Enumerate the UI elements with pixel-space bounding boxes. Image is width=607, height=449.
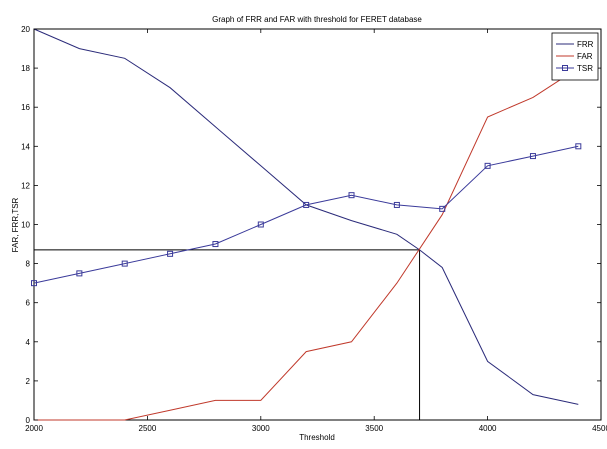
y-tick-label: 4 xyxy=(26,338,31,347)
far-series xyxy=(34,67,579,421)
tsr-point xyxy=(167,250,174,257)
y-tick-label: 14 xyxy=(21,142,30,151)
y-tick-label: 20 xyxy=(21,25,30,34)
x-axis-label: Threshold xyxy=(299,433,335,442)
tsr-point xyxy=(212,241,219,248)
legend: FRR FAR TSR xyxy=(551,32,599,81)
tsr-point xyxy=(76,270,83,277)
reference-lines xyxy=(34,249,421,420)
y-tick-label: 12 xyxy=(21,181,30,190)
tsr-point xyxy=(257,221,264,228)
legend-item-frr: FRR xyxy=(556,40,594,49)
frr-line xyxy=(33,28,579,405)
tsr-point xyxy=(393,201,400,208)
y-tick-label: 0 xyxy=(26,416,31,425)
chart-title: Graph of FRR and FAR with threshold for … xyxy=(212,15,422,24)
y-axis-label: FAR, FRR,TSR xyxy=(11,197,20,252)
tsr-point xyxy=(121,260,128,267)
legend-item-far: FAR xyxy=(556,52,593,61)
tsr-line xyxy=(33,145,579,284)
tsr-point xyxy=(439,205,446,212)
x-tick-label: 2500 xyxy=(139,424,157,433)
legend-label-far: FAR xyxy=(577,52,593,61)
tsr-point xyxy=(303,201,310,208)
legend-marker-tsr xyxy=(562,65,568,71)
far-line xyxy=(34,67,579,421)
x-tick-label: 3000 xyxy=(252,424,270,433)
x-tick-label: 2000 xyxy=(25,424,43,433)
plot-area xyxy=(33,28,602,421)
tsr-point xyxy=(484,162,491,169)
tsr-point xyxy=(31,280,37,287)
y-tick-label: 10 xyxy=(21,221,30,230)
x-tick-label: 3500 xyxy=(365,424,383,433)
legend-label-tsr: TSR xyxy=(577,64,593,73)
y-axis-ticks: 0 2 4 6 8 10 12 14 16 18 20 xyxy=(21,25,601,425)
frr-series xyxy=(33,28,579,405)
y-tick-label: 2 xyxy=(26,377,31,386)
y-tick-label: 8 xyxy=(26,260,31,269)
legend-label-frr: FRR xyxy=(577,40,594,49)
y-tick-label: 6 xyxy=(26,299,31,308)
x-tick-label: 4000 xyxy=(479,424,497,433)
y-tick-label: 16 xyxy=(21,103,30,112)
series-layer xyxy=(31,28,582,421)
y-tick-label: 18 xyxy=(21,64,30,73)
legend-item-tsr: TSR xyxy=(556,64,593,73)
tsr-series xyxy=(31,143,582,287)
tsr-point xyxy=(575,143,582,150)
tsr-point xyxy=(529,153,536,160)
tsr-point xyxy=(348,192,355,199)
